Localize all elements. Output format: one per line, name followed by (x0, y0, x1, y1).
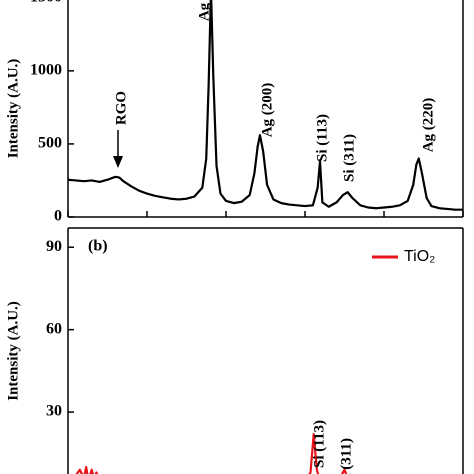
y-axis-label: Intensity (A.U.) (5, 59, 21, 159)
peak-label: Si (113) (311, 420, 327, 468)
legend-label: TiO₂ (404, 248, 435, 265)
y-tick-label: 500 (38, 135, 62, 152)
panel-label: (b) (88, 238, 108, 255)
y-tick-label: 60 (46, 320, 62, 337)
rgo-arrow-head (113, 156, 123, 168)
peak-label: Si (113) (314, 114, 330, 162)
peak-label: Si (311) (338, 438, 354, 474)
y-tick-label: 30 (46, 403, 62, 420)
data-line (75, 432, 348, 474)
y-tick-label: 0 (54, 208, 62, 225)
peak-label: RGO (113, 91, 129, 125)
y-tick-label: 1000 (30, 62, 62, 79)
peak-label: Ag (200) (259, 83, 275, 138)
peak-label: Ag (196, 2, 212, 21)
peak-label: Ag (220) (420, 98, 436, 153)
y-axis-label: Intensity (A.U.) (5, 301, 21, 401)
data-line (67, 0, 463, 211)
y-tick-label: 1500 (30, 0, 62, 5)
y-tick-label: 90 (46, 238, 62, 255)
peak-label: Si (311) (341, 134, 357, 182)
